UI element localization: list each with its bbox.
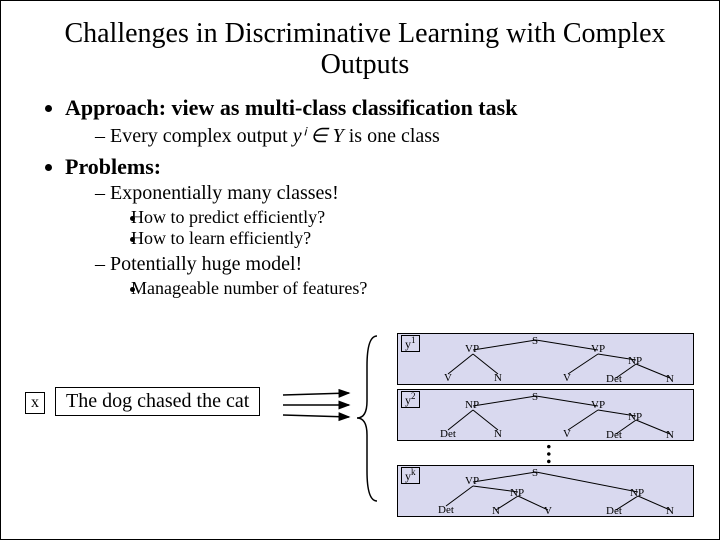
svg-text:S: S <box>532 467 538 479</box>
svg-text:Det: Det <box>606 429 622 440</box>
svg-text:NP: NP <box>628 355 642 367</box>
svg-text:NP: NP <box>510 487 524 499</box>
parse-tree-2: y2 S NP VP Det N V NP Det N <box>397 389 694 441</box>
svg-text:Det: Det <box>438 504 454 516</box>
bullet-approach-sub: Every complex output yⁱ ∈ Y is one class <box>95 123 689 148</box>
svg-text:NP: NP <box>465 399 479 411</box>
text: Problems: <box>65 154 161 179</box>
svg-text:V: V <box>544 505 552 516</box>
svg-text:NP: NP <box>628 411 642 423</box>
yk-label: yk <box>401 467 420 484</box>
bullet-p1: Exponentially many classes! How to predi… <box>95 182 689 249</box>
parse-tree-k: yk S VP Det NP N V NP Det N <box>397 465 694 517</box>
ellipsis: … <box>541 443 567 461</box>
svg-text:N: N <box>666 429 674 440</box>
parse-tree-1: y1 S VP VP V N V NP Det N <box>397 333 694 385</box>
y1-label: y1 <box>401 335 420 352</box>
bullet-list: Approach: view as multi-class classifica… <box>41 95 689 299</box>
bullet-problems: Problems: Exponentially many classes! Ho… <box>65 154 689 299</box>
text: Approach: view as multi-class classifica… <box>65 95 517 120</box>
bullet-p2a: Manageable number of features? <box>147 278 689 299</box>
bullet-p1a: How to predict efficiently? <box>147 207 689 228</box>
text: Potentially huge model! <box>110 253 302 275</box>
arrows <box>281 385 356 425</box>
svg-text:S: S <box>532 335 538 347</box>
svg-text:V: V <box>563 372 571 384</box>
math: yⁱ ∈ Y <box>293 125 344 147</box>
page-title: Challenges in Discriminative Learning wi… <box>41 19 689 81</box>
svg-text:Det: Det <box>606 505 622 516</box>
svg-text:VP: VP <box>465 475 479 487</box>
diagram: x The dog chased the cat y1 <box>25 337 699 527</box>
svg-text:VP: VP <box>591 343 605 355</box>
text: is one class <box>344 125 440 147</box>
svg-text:S: S <box>532 391 538 403</box>
text: Every complex output <box>110 125 293 147</box>
bullet-p2: Potentially huge model! Manageable numbe… <box>95 253 689 299</box>
brace <box>349 331 389 506</box>
bullet-p1b: How to learn efficiently? <box>147 228 689 249</box>
svg-text:Det: Det <box>606 373 622 384</box>
sentence-box: The dog chased the cat <box>55 387 260 416</box>
y2-label: y2 <box>401 391 420 408</box>
svg-text:N: N <box>494 428 502 440</box>
svg-text:VP: VP <box>591 399 605 411</box>
svg-text:VP: VP <box>465 343 479 355</box>
x-label: x <box>25 392 45 414</box>
svg-text:NP: NP <box>630 487 644 499</box>
svg-text:Det: Det <box>440 428 456 440</box>
slide: Challenges in Discriminative Learning wi… <box>0 0 720 540</box>
svg-text:N: N <box>492 505 500 516</box>
svg-text:N: N <box>666 505 674 516</box>
svg-text:V: V <box>563 428 571 440</box>
text: Exponentially many classes! <box>110 182 339 204</box>
bullet-approach: Approach: view as multi-class classifica… <box>65 95 689 148</box>
svg-text:N: N <box>494 372 502 384</box>
svg-text:N: N <box>666 373 674 384</box>
svg-text:V: V <box>444 372 452 384</box>
